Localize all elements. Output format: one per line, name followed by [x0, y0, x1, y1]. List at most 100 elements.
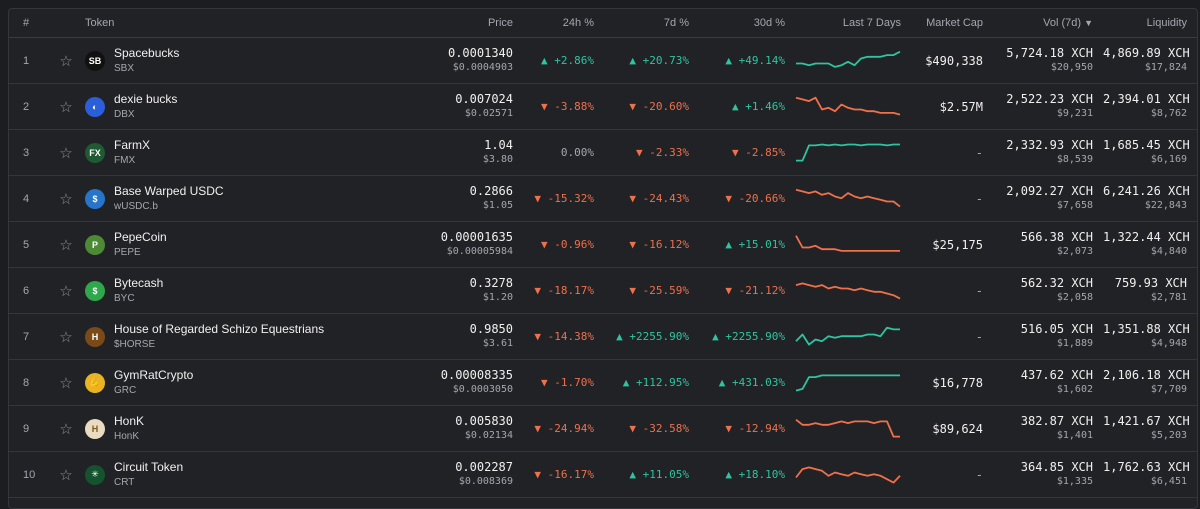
change-24h: ▼ -1.70% — [523, 359, 604, 406]
token-cell[interactable]: H HonK HonK — [85, 405, 325, 452]
col-24h-header[interactable]: 24h % — [523, 9, 604, 38]
sparkline-chart — [796, 50, 901, 68]
table-row[interactable]: 9 ☆ H HonK HonK 0.005830 $0.02134 ▼ -24.… — [9, 405, 1197, 452]
change-30d: ▼ -2.85% — [699, 129, 795, 176]
star-icon[interactable]: ☆ — [47, 175, 85, 222]
row-index: 1 — [9, 37, 47, 84]
token-name[interactable]: dexie bucks — [114, 91, 178, 106]
token-name[interactable]: Base Warped USDC — [114, 183, 224, 198]
col-7d-header[interactable]: 7d % — [604, 9, 699, 38]
price-xch: 0.0001340 — [447, 46, 513, 60]
col-price-header[interactable]: Price — [325, 9, 523, 38]
table-row[interactable]: 3 ☆ FX FarmX FMX 1.04 $3.80 0.00% ▼ -2.3… — [9, 129, 1197, 176]
star-icon[interactable]: ☆ — [47, 451, 85, 498]
col-index-header[interactable]: # — [9, 9, 47, 38]
token-name[interactable]: FarmX — [114, 137, 150, 152]
sparkline-line — [795, 418, 900, 438]
star-icon[interactable]: ☆ — [47, 405, 85, 452]
volume-usd: $1,889 — [1056, 338, 1093, 349]
token-cell[interactable]: ◐ dexie bucks DBX — [85, 83, 325, 130]
circuit-logo-icon: ✳ — [85, 464, 105, 485]
token-cell[interactable]: SB Spacebucks SBX — [85, 37, 325, 84]
liquidity-xch: 1,421.67 XCH — [1103, 414, 1190, 428]
token-cell[interactable]: $ Bytecash BYC — [85, 267, 325, 314]
token-symbol: CRT — [114, 476, 135, 488]
liquidity-usd: $4,948 — [1150, 338, 1187, 349]
token-name[interactable]: House of Regarded Schizo Equestrians — [114, 321, 325, 336]
table-row[interactable]: 5 ☆ P PepeCoin PEPE 0.00001635 $0.000059… — [9, 221, 1197, 268]
table-header-row: # Token Price 24h % 7d % 30d % Last 7 Da… — [9, 9, 1197, 38]
col-marketcap-header[interactable]: Market Cap — [911, 9, 993, 38]
volume-xch: 5,724.18 XCH — [1006, 46, 1093, 60]
sparkline-cell — [795, 129, 911, 176]
token-cell[interactable]: 💪 GymRatCrypto GRC — [85, 359, 325, 406]
change-24h: 0.00% — [523, 129, 604, 176]
price-usd: $0.0004903 — [452, 62, 513, 73]
table-row[interactable]: 10 ☆ ✳ Circuit Token CRT 0.002287 $0.008… — [9, 451, 1197, 498]
sparkline-chart — [795, 418, 900, 438]
star-icon[interactable]: ☆ — [47, 129, 85, 176]
volume-xch: 2,092.27 XCH — [1006, 184, 1093, 198]
volume-usd: $1,401 — [1056, 430, 1093, 441]
volume-xch: 437.62 XCH — [1020, 368, 1093, 382]
sparkline-cell — [795, 313, 911, 360]
change-7d: ▼ -25.59% — [604, 267, 699, 314]
token-name[interactable]: PepeCoin — [114, 229, 167, 244]
price-usd: $0.008369 — [458, 476, 513, 487]
col-vol7d-label: Vol (7d) — [1043, 17, 1082, 29]
star-icon[interactable]: ☆ — [47, 83, 85, 130]
star-icon[interactable]: ☆ — [47, 221, 85, 268]
col-vol7d-header[interactable]: Vol (7d) ▼ — [993, 9, 1103, 38]
liquidity-usd: $4,840 — [1150, 246, 1187, 257]
price-xch: 0.00008335 — [440, 368, 513, 382]
token-table: # Token Price 24h % 7d % 30d % Last 7 Da… — [9, 9, 1197, 498]
star-icon[interactable]: ☆ — [47, 359, 85, 406]
token-name[interactable]: GymRatCrypto — [114, 367, 194, 382]
change-7d: ▼ -16.12% — [604, 221, 699, 268]
sparkline-line — [795, 234, 900, 252]
price-cell: 0.007024 $0.02571 — [325, 83, 523, 130]
volume-cell: 2,332.93 XCH $8,539 — [993, 129, 1103, 176]
token-cell[interactable]: ✳ Circuit Token CRT — [85, 451, 325, 498]
volume-usd: $2,073 — [1056, 246, 1093, 257]
token-cell[interactable]: P PepeCoin PEPE — [85, 221, 325, 268]
table-row[interactable]: 2 ☆ ◐ dexie bucks DBX 0.007024 $0.02571 … — [9, 83, 1197, 130]
sparkline-cell — [795, 221, 911, 268]
change-7d: ▼ -20.60% — [604, 83, 699, 130]
volume-usd: $2,058 — [1056, 292, 1093, 303]
change-24h: ▼ -24.94% — [523, 405, 604, 452]
token-name[interactable]: HonK — [114, 413, 145, 428]
col-30d-header[interactable]: 30d % — [699, 9, 795, 38]
col-token-header[interactable]: Token — [85, 9, 325, 38]
market-cap: - — [911, 267, 993, 314]
volume-cell: 516.05 XCH $1,889 — [993, 313, 1103, 360]
star-icon[interactable]: ☆ — [47, 37, 85, 84]
table-row[interactable]: 1 ☆ SB Spacebucks SBX 0.0001340 $0.00049… — [9, 37, 1197, 84]
volume-xch: 382.87 XCH — [1020, 414, 1093, 428]
liquidity-xch: 4,869.89 XCH — [1103, 46, 1190, 60]
bytecash-logo-icon: $ — [85, 280, 105, 301]
liquidity-xch: 1,322.44 XCH — [1103, 230, 1190, 244]
token-cell[interactable]: FX FarmX FMX — [85, 129, 325, 176]
table-row[interactable]: 8 ☆ 💪 GymRatCrypto GRC 0.00008335 $0.000… — [9, 359, 1197, 406]
sparkline-chart — [795, 466, 901, 484]
liquidity-usd: $22,843 — [1144, 200, 1187, 211]
col-liquidity-header[interactable]: Liquidity — [1103, 9, 1197, 38]
price-usd: $0.0003050 — [452, 384, 513, 395]
token-name[interactable]: Spacebucks — [114, 45, 180, 60]
dexie-logo-icon: ◐ — [85, 96, 105, 117]
star-icon[interactable]: ☆ — [47, 313, 85, 360]
sparkline-line — [795, 466, 901, 484]
token-name[interactable]: Circuit Token — [114, 459, 184, 474]
price-usd: $1.20 — [482, 292, 513, 303]
token-cell[interactable]: H House of Regarded Schizo Equestrians $… — [85, 313, 325, 360]
star-icon[interactable]: ☆ — [47, 267, 85, 314]
token-name[interactable]: Bytecash — [114, 275, 164, 290]
table-row[interactable]: 6 ☆ $ Bytecash BYC 0.3278 $1.20 ▼ -18.17… — [9, 267, 1197, 314]
change-24h: ▼ -0.96% — [523, 221, 604, 268]
table-row[interactable]: 4 ☆ $ Base Warped USDC wUSDC.b 0.2866 $1… — [9, 175, 1197, 222]
volume-cell: 2,092.27 XCH $7,658 — [993, 175, 1103, 222]
volume-cell: 382.87 XCH $1,401 — [993, 405, 1103, 452]
token-cell[interactable]: $ Base Warped USDC wUSDC.b — [85, 175, 325, 222]
table-row[interactable]: 7 ☆ H House of Regarded Schizo Equestria… — [9, 313, 1197, 360]
